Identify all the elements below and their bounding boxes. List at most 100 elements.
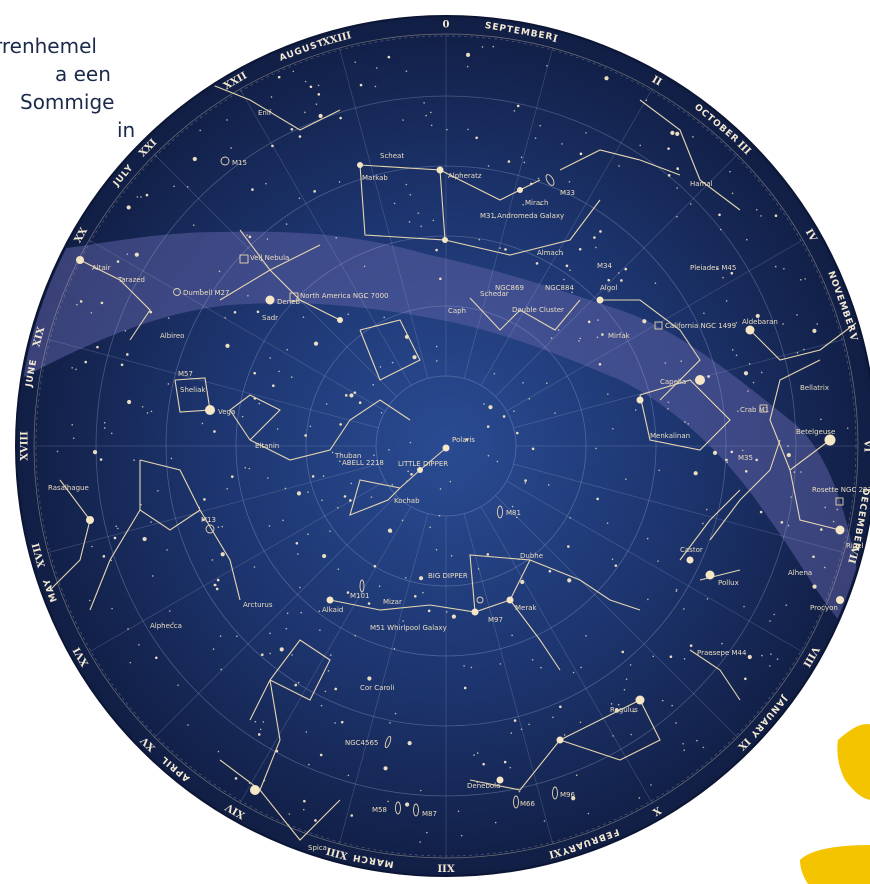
- object-labels: M31 Andromeda Galaxy Double Cluster NGC8…: [48, 109, 870, 852]
- star-dot: [120, 363, 124, 367]
- label-hamal: Hamal: [690, 180, 713, 188]
- star-dot: [682, 742, 684, 745]
- star-dot: [593, 236, 596, 239]
- star-dot: [618, 165, 620, 167]
- star-dot: [744, 677, 747, 681]
- yellow-accent: [800, 724, 870, 884]
- star-dot: [337, 568, 340, 570]
- star-dot: [524, 479, 527, 482]
- star-dot: [423, 102, 425, 104]
- label-cor-caroli: Cor Caroli: [360, 684, 394, 692]
- star-dot: [475, 136, 478, 140]
- star-dot: [804, 278, 806, 280]
- star-dot: [597, 319, 599, 321]
- star-dot: [510, 732, 513, 734]
- star-dot: [286, 612, 289, 615]
- star-dot: [88, 599, 91, 602]
- star-dot: [347, 774, 350, 777]
- deep-sky-objects: [173, 156, 844, 817]
- star-dot: [607, 278, 611, 282]
- hour-label: I: [551, 33, 559, 45]
- star-dot: [354, 61, 357, 63]
- label-m33: M33: [560, 189, 575, 197]
- star-dot: [268, 525, 271, 527]
- star-dot: [412, 355, 417, 360]
- star-dot: [630, 733, 632, 736]
- label-big-dipper: BIG DIPPER: [428, 572, 468, 580]
- star-dot: [782, 323, 784, 325]
- label-almach: Almach: [537, 249, 563, 257]
- star-dot: [625, 478, 627, 480]
- star-dot: [774, 265, 777, 268]
- star-dot: [216, 578, 220, 582]
- star-dot: [493, 372, 496, 375]
- star-dot: [276, 428, 279, 430]
- star-dot: [279, 647, 284, 652]
- star-dot: [420, 789, 422, 792]
- star-dot: [624, 267, 628, 271]
- star-dot: [110, 432, 113, 435]
- star-dot: [667, 174, 671, 177]
- star-dot: [466, 65, 469, 68]
- star-dot: [572, 795, 575, 798]
- star-dot: [820, 528, 823, 531]
- label-little-dipper: LITTLE DIPPER: [398, 460, 448, 468]
- star-dot: [278, 370, 280, 373]
- star-dot: [438, 514, 441, 517]
- star-dot: [327, 669, 330, 672]
- star-dot: [604, 76, 609, 81]
- star-dot: [321, 553, 327, 559]
- month-label: JUNE: [24, 358, 39, 389]
- star-dot: [217, 526, 220, 528]
- star-dot: [509, 766, 512, 769]
- star-dot: [353, 391, 357, 394]
- star-dot: [518, 790, 521, 793]
- star-dot: [256, 310, 260, 314]
- star-dot: [486, 553, 490, 556]
- star-dot: [483, 403, 485, 405]
- hour-label: XIX: [31, 326, 47, 349]
- star-dot: [561, 143, 563, 145]
- star-dot: [569, 269, 571, 271]
- label-mizar: Mizar: [383, 598, 402, 606]
- label-california: California NGC 1499: [665, 322, 736, 330]
- label-m44: Praesepe M44: [697, 649, 747, 657]
- star-dot: [675, 722, 677, 724]
- star-dot: [548, 569, 552, 573]
- star-dot: [302, 316, 305, 318]
- star-dot: [408, 221, 411, 223]
- chart-rim: [15, 15, 870, 877]
- star-dot: [418, 576, 424, 581]
- sky-disc: [16, 16, 870, 876]
- star-dot: [606, 522, 609, 524]
- label-pleiades: Pleiades M45: [690, 264, 736, 272]
- star-dot: [435, 248, 438, 252]
- star-dot: [126, 205, 131, 210]
- star-dot: [329, 654, 332, 656]
- star-dot: [298, 197, 301, 200]
- star-dot: [513, 410, 515, 412]
- star-dot: [230, 147, 232, 149]
- star-dot: [650, 784, 652, 786]
- star-dot: [759, 510, 763, 514]
- star-dot: [683, 749, 685, 752]
- star-dot: [298, 135, 302, 138]
- label-altair: Altair: [92, 264, 111, 272]
- label-denebola: Denebola: [467, 782, 500, 790]
- star-dot: [748, 362, 751, 365]
- star-dot: [292, 70, 295, 73]
- star-dot: [465, 438, 469, 441]
- star-dot: [166, 549, 168, 551]
- star-dot: [687, 423, 690, 425]
- star-dot: [150, 410, 153, 413]
- star-dot: [546, 382, 548, 385]
- grid-radial-line: [506, 480, 803, 653]
- star-dot: [426, 831, 428, 834]
- star-dot: [419, 841, 421, 843]
- grid-radial-line: [339, 513, 429, 845]
- star-dot: [535, 262, 539, 265]
- label-algol: Algol: [600, 284, 617, 292]
- star-dot: [72, 437, 75, 439]
- star-dot: [303, 799, 306, 803]
